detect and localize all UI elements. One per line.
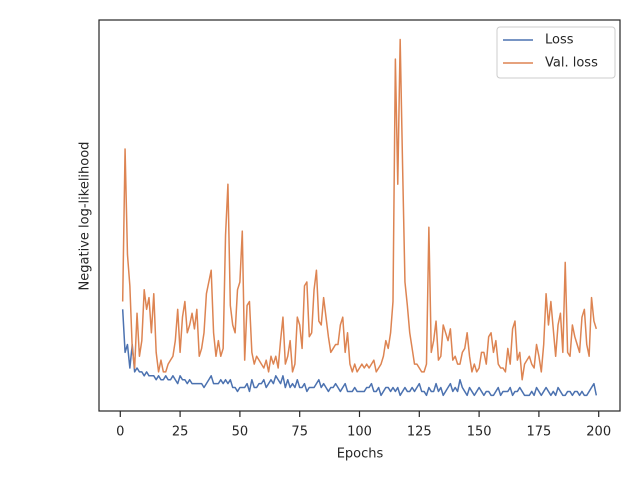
plot-frame [98,19,621,412]
x-tick-label: 200 [586,425,611,440]
x-tick-label: 125 [407,425,432,440]
y-axis-label: Negative log-likelihood [78,142,93,291]
x-axis-label: Epochs [337,447,384,462]
x-tick-label: 150 [467,425,492,440]
x-tick-label: 75 [291,425,308,440]
series-line [121,38,598,381]
series-line [121,309,598,397]
legend-label: Val. loss [545,56,598,71]
x-tick-label: 25 [172,425,189,440]
x-tick-label: 100 [347,425,372,440]
x-tick-label: 50 [232,425,249,440]
legend-label: Loss [545,33,574,48]
x-tick-label: 175 [526,425,551,440]
x-tick-label: 0 [116,425,124,440]
